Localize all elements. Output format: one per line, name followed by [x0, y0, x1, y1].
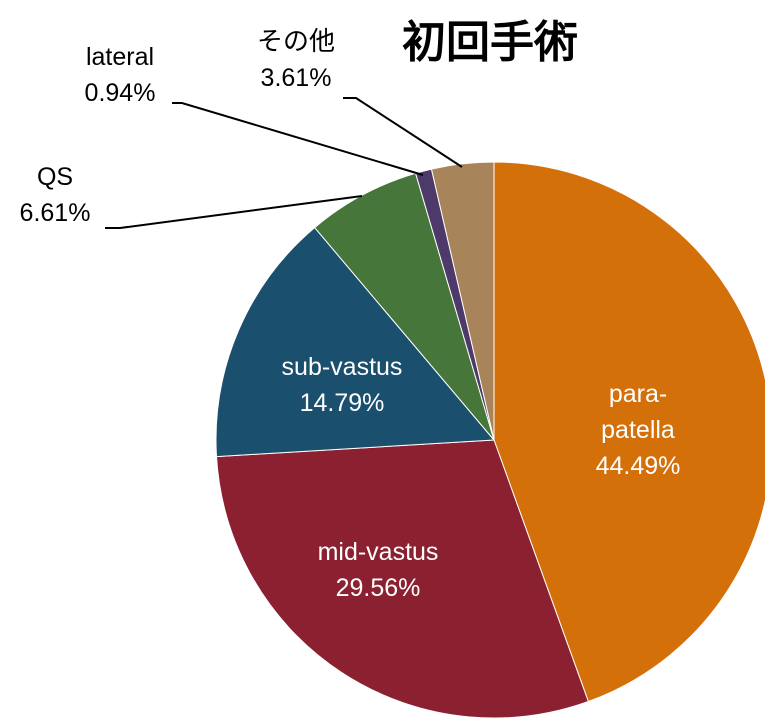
slice-value: 0.94%	[84, 79, 156, 107]
pie-slice	[493, 161, 765, 703]
slice-name: sub-vastus	[281, 353, 403, 381]
pie-slice	[313, 172, 495, 441]
leader-line	[105, 195, 363, 229]
slice-value: 14.79%	[299, 389, 385, 417]
slice-name: QS	[36, 163, 74, 191]
slice-label: QS 6.61%	[0, 159, 110, 231]
pie-slice	[215, 226, 496, 458]
slice-label: mid-vastus 29.56%	[298, 534, 458, 606]
pie-slice	[430, 161, 495, 441]
slice-label: その他 3.61%	[236, 24, 356, 96]
slice-value: 6.61%	[19, 199, 91, 227]
leader-line	[343, 97, 463, 168]
slice-name: mid-vastus	[317, 538, 439, 566]
slice-name: para-patella	[601, 380, 675, 444]
slice-label: para-patella 44.49%	[583, 376, 693, 484]
slice-name: lateral	[85, 43, 155, 71]
slice-value: 44.49%	[595, 452, 681, 480]
chart-title: 初回手術	[402, 18, 578, 67]
pie-slice	[215, 439, 589, 719]
slice-value: 29.56%	[335, 574, 421, 602]
slice-value: 3.61%	[260, 64, 332, 92]
leader-line	[172, 102, 424, 176]
slice-label: lateral 0.94%	[65, 39, 175, 111]
slice-label: sub-vastus 14.79%	[262, 349, 422, 421]
slice-name: その他	[256, 27, 335, 57]
